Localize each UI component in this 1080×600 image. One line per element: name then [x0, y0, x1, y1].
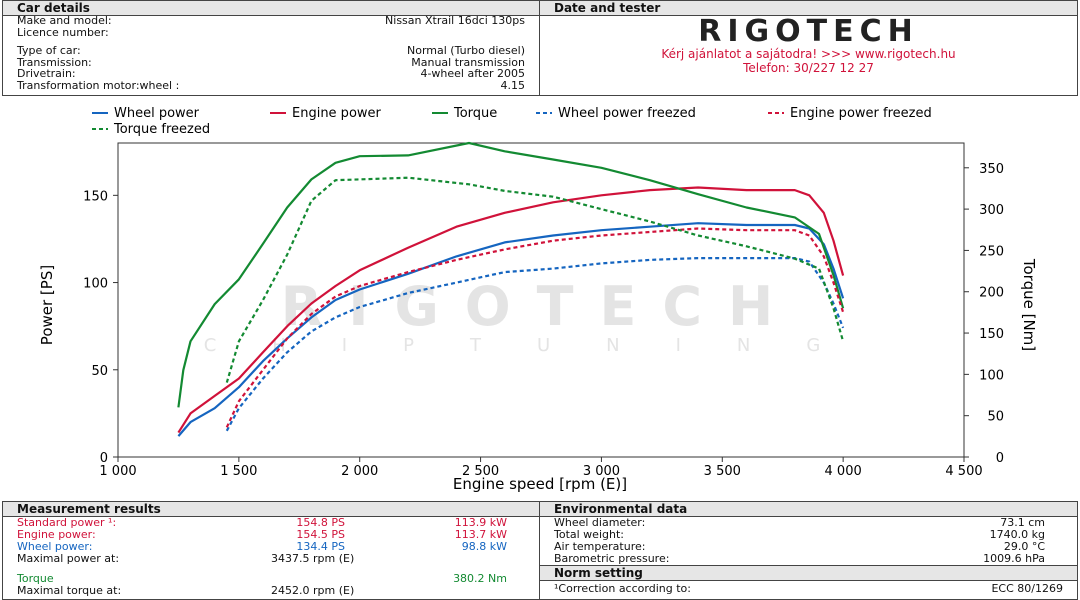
environment-panel: Environmental data Wheel diameter: 73.1 c…: [539, 501, 1078, 566]
watermark: RIGOTECH CHIPTUNING: [204, 275, 877, 356]
legend-label: Wheel power: [114, 106, 200, 121]
legend-label: Engine power: [292, 106, 382, 121]
measurement-row-kw: 113.9 kW: [454, 516, 507, 529]
measurement-row-label: Standard power ¹:: [17, 516, 117, 529]
environment-row-value: 29.0 °C: [1003, 540, 1045, 553]
x-tick-label: 1 000: [99, 464, 136, 479]
type-label: Type of car:: [17, 44, 81, 57]
tester-title: Date and tester: [540, 1, 1077, 16]
watermark-main: RIGOTECH: [281, 275, 799, 338]
plot-frame: [117, 142, 965, 458]
chart-legend: Wheel power Engine power Torque Wheel power…: [92, 106, 932, 137]
tester-panel: Date and tester RIGOTECH Kérj ajánlatot …: [539, 0, 1078, 96]
y-right-tick-label: 200: [979, 286, 1004, 301]
y-right-tick-label: 50: [987, 410, 1004, 425]
make-value: Nissan Xtrail 16dci 130ps: [385, 14, 525, 27]
car-details-panel: Car details Make and model: Nissan Xtrai…: [2, 0, 540, 96]
max-power-label: Maximal power at:: [17, 552, 120, 565]
series-line: [225, 176, 845, 383]
y-right-tick-label: 250: [979, 244, 1004, 259]
transmission-label: Transmission:: [17, 56, 92, 69]
y-axis-left-label: Power [PS]: [38, 265, 56, 345]
drivetrain-value: 4-wheel after 2005: [420, 67, 525, 80]
measurement-title: Measurement results: [3, 502, 539, 517]
norm-label: ¹Correction according to:: [554, 582, 691, 595]
legend-label: Wheel power freezed: [558, 106, 696, 121]
y-right-tick-label: 150: [979, 327, 1004, 342]
y-right-tick-label: 0: [996, 451, 1004, 466]
x-axis-label: Engine speed [rpm (E)]: [453, 475, 627, 493]
y-axis-right-label: Torque [Nm]: [1020, 258, 1038, 351]
series-line: [177, 222, 845, 437]
measurement-row-kw: 98.8 kW: [461, 540, 507, 553]
y-right-tick-label: 350: [979, 162, 1004, 177]
y-right-tick-label: 100: [979, 368, 1004, 383]
max-power-value: 3437.5 rpm (E): [271, 552, 355, 565]
type-value: Normal (Turbo diesel): [407, 44, 525, 57]
ratio-value: 4.15: [500, 79, 526, 92]
legend-label: Torque freezed: [113, 122, 210, 137]
rigotech-logo: RIGOTECH: [698, 14, 919, 49]
tester-offer-line: Kérj ajánlatot a sajátodra! >>> www.rigo…: [661, 47, 956, 61]
x-tick-label: 1 500: [220, 464, 257, 479]
torque-value: 380.2 Nm: [453, 572, 507, 585]
y-right-tick-label: 300: [979, 203, 1004, 218]
norm-value: ECC 80/1269: [991, 582, 1063, 595]
environment-row-label: Total weight:: [554, 528, 624, 541]
licence-label: Licence number:: [17, 26, 109, 39]
x-tick-label: 2 000: [341, 464, 378, 479]
dyno-chart: RIGOTECH CHIPTUNING Wheel power Engine po…: [38, 106, 1038, 493]
max-torque-label: Maximal torque at:: [17, 584, 122, 597]
drivetrain-label: Drivetrain:: [17, 67, 76, 80]
transmission-value: Manual transmission: [411, 56, 525, 69]
y-left-tick-label: 150: [83, 189, 108, 204]
environment-title: Environmental data: [540, 502, 1077, 517]
legend-label: Torque: [453, 106, 497, 121]
make-label: Make and model:: [17, 14, 112, 27]
y-left-tick-label: 100: [83, 277, 108, 292]
x-tick-label: 4 500: [945, 464, 982, 479]
watermark-sub: CHIPTUNING: [204, 335, 877, 356]
measurement-panel: Measurement results Standard power ¹: 154…: [2, 501, 540, 600]
ratio-label: Transformation motor:wheel :: [17, 79, 180, 92]
environment-row-value: 1740.0 kg: [989, 528, 1045, 541]
y-left-tick-label: 50: [91, 364, 108, 379]
measurement-row-kw: 113.7 kW: [454, 528, 507, 541]
norm-panel: Norm setting ¹Correction according to: E…: [539, 565, 1078, 600]
environment-row-value: 73.1 cm: [1000, 516, 1045, 529]
legend-label: Engine power freezed: [790, 106, 932, 121]
measurement-row-ps: 154.8 PS: [296, 516, 345, 529]
x-tick-label: 3 500: [704, 464, 741, 479]
measurement-row-ps: 154.5 PS: [296, 528, 345, 541]
series-line: [225, 257, 845, 432]
environment-row-value: 1009.6 hPa: [983, 552, 1045, 565]
x-tick-label: 4 000: [825, 464, 862, 479]
environment-row-label: Wheel diameter:: [554, 516, 646, 529]
x-tick-label: 3 000: [583, 464, 620, 479]
series-line: [225, 227, 845, 428]
environment-row-label: Barometric pressure:: [554, 552, 670, 565]
tester-phone-line: Telefon: 30/227 12 27: [743, 61, 874, 75]
series-line: [177, 186, 845, 434]
car-details-title: Car details: [3, 1, 539, 16]
x-tick-label: 2 500: [462, 464, 499, 479]
torque-label: Torque: [17, 572, 54, 585]
series-line: [177, 141, 845, 408]
norm-title: Norm setting: [540, 566, 1077, 581]
max-torque-value: 2452.0 rpm (E): [271, 584, 355, 597]
measurement-row-ps: 134.4 PS: [296, 540, 345, 553]
environment-row-label: Air temperature:: [554, 540, 646, 553]
y-left-tick-label: 0: [100, 451, 108, 466]
measurement-row-label: Engine power:: [17, 528, 96, 541]
measurement-row-label: Wheel power:: [17, 540, 93, 553]
